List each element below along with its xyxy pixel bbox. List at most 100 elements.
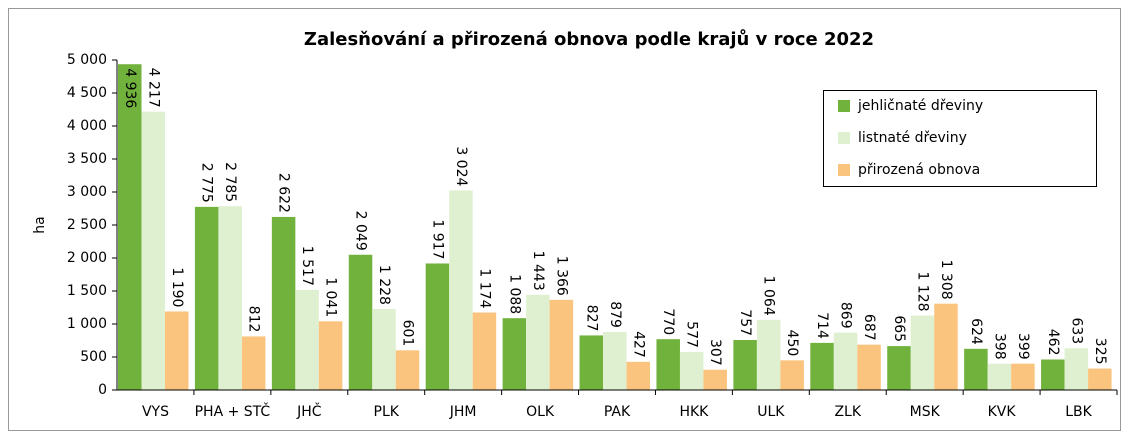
bar [833,332,858,390]
bar [626,361,651,390]
x-tick-label: JHM [449,404,477,420]
data-label: 1 064 [761,276,777,316]
bar [733,340,757,390]
data-label: 1 228 [376,265,392,305]
bar [141,111,165,390]
legend-label: přirozená obnova [858,162,980,178]
data-label: 2 785 [222,162,238,202]
bar [887,346,911,390]
y-tick-label: 1 000 [67,316,107,332]
bar [1011,363,1035,390]
y-tick-label: 2 000 [67,250,107,266]
data-label: 1 366 [553,256,569,296]
bar [780,360,804,390]
bar [502,318,527,390]
data-label: 577 [684,321,700,348]
x-tick-label: MSK [910,404,941,420]
data-label: 325 [1092,338,1108,365]
data-label: 827 [583,305,599,332]
data-label: 1 443 [530,251,546,291]
bar [425,263,450,390]
data-label: 4 936 [122,68,138,108]
bar [348,254,373,390]
bar [656,339,680,390]
y-tick-label: 1 500 [67,283,107,299]
bar [810,342,834,390]
bar [318,321,343,390]
legend-box [823,90,1097,187]
bar [549,299,574,390]
legend-label: jehličnaté dřeviny [857,98,983,114]
x-tick-label: PHA + STČ [195,402,271,420]
bar [987,363,1012,390]
data-label: 2 622 [276,173,292,213]
bar [579,335,604,390]
x-tick-label: ZLK [834,404,861,420]
bar [526,294,550,390]
data-label: 462 [1045,329,1061,356]
y-tick-label: 0 [98,382,107,398]
data-label: 427 [630,331,646,358]
data-label: 1 517 [299,246,315,286]
legend-swatch [838,100,850,112]
x-tick-label: HKK [679,404,709,420]
data-label: 399 [1015,333,1031,360]
bar [472,312,497,390]
data-label: 714 [814,312,830,339]
data-label: 1 190 [169,267,185,307]
bar [395,350,420,390]
data-label: 398 [991,333,1007,360]
bar [910,315,935,390]
data-label: 1 128 [914,271,930,311]
chart-title: Zalesňování a přirozená obnova podle kra… [304,28,874,50]
data-label: 1 088 [506,274,522,314]
data-label: 812 [246,306,262,333]
legend-swatch [838,164,850,176]
bar [241,336,266,390]
bar [934,303,958,390]
y-tick-label: 3 000 [67,184,107,200]
bar [857,344,881,390]
x-tick-label: KVK [988,404,1017,420]
data-label: 307 [707,339,723,366]
data-label: 879 [607,301,623,328]
data-label: 2 049 [353,211,369,251]
y-tick-label: 4 000 [67,118,107,134]
data-label: 687 [861,314,877,341]
bar [218,206,242,390]
bar [679,351,704,390]
bar [194,206,219,390]
x-tick-label: PAK [604,404,631,420]
bar [1064,348,1089,390]
y-axis-label: ha [32,216,48,233]
data-label: 4 217 [145,68,161,108]
data-label: 757 [737,309,753,336]
data-label: 869 [838,302,854,329]
data-label: 665 [891,315,907,342]
data-label: 601 [400,320,416,347]
legend-label: listnaté dřeviny [858,130,967,146]
x-tick-label: VYS [142,404,169,420]
x-tick-label: ULK [757,404,785,420]
y-tick-label: 3 500 [67,151,107,167]
x-tick-label: PLK [374,404,400,420]
bar [295,289,319,390]
data-label: 1 174 [476,268,492,308]
data-label: 633 [1068,317,1084,344]
data-label: 2 775 [199,163,215,203]
y-tick-label: 4 500 [67,85,107,101]
bar [165,311,189,390]
x-tick-label: OLK [526,404,555,420]
bar [964,348,988,390]
bar [1088,368,1112,390]
x-tick-label: JHČ [296,402,322,420]
y-tick-label: 5 000 [67,52,107,68]
bar [271,216,296,390]
data-label: 770 [660,308,676,335]
bar [372,308,396,390]
data-label: 1 917 [429,219,445,259]
bar [756,319,781,390]
bar [1041,359,1065,390]
